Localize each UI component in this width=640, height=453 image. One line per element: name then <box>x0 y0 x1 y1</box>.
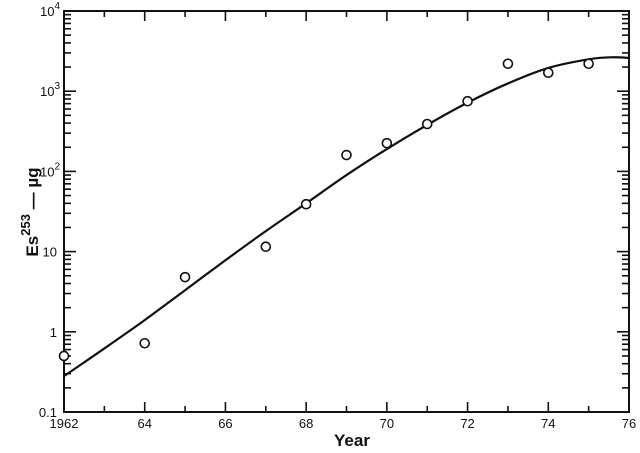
x-tick-label: 76 <box>622 416 636 431</box>
data-point <box>139 337 151 349</box>
x-tick-label: 66 <box>218 416 232 431</box>
data-point <box>341 149 352 161</box>
y-axis-title: Es253 — µg <box>18 167 42 256</box>
y-tick-label: 0.1 <box>39 405 57 420</box>
y-axis-title-base: Es <box>23 236 42 257</box>
data-point <box>381 137 393 149</box>
fitted-curve <box>63 56 630 378</box>
data-point <box>502 58 514 70</box>
x-tick-label: 70 <box>380 416 394 431</box>
x-tick-label: 68 <box>299 416 313 431</box>
data-point <box>583 58 594 70</box>
y-axis-title-rest: — µg <box>23 167 42 214</box>
x-tick-label: 72 <box>460 416 474 431</box>
x-axis-title: Year <box>334 431 370 450</box>
y-tick-labels: 0.1 1 10 102 103 104 <box>39 1 61 420</box>
data-point <box>179 271 191 283</box>
data-point <box>462 95 473 107</box>
x-tick-label: 74 <box>541 416 555 431</box>
x-tick-label: 64 <box>137 416 151 431</box>
y-axis-title-sup: 253 <box>18 214 33 236</box>
data-point <box>260 241 272 253</box>
data-points <box>58 58 594 362</box>
axis-ticks <box>64 11 629 412</box>
data-point <box>421 118 433 130</box>
x-tick-labels: 1962 64 66 68 70 72 74 76 <box>50 416 637 431</box>
x-tick-label: 1962 <box>50 416 79 431</box>
y-tick-label: 1 <box>50 325 57 340</box>
data-point <box>300 198 312 210</box>
y-tick-label: 10 <box>43 245 57 260</box>
data-point <box>542 67 554 79</box>
y-tick-label: 103 <box>40 81 60 99</box>
y-tick-label: 104 <box>40 1 60 19</box>
y-tick-label: 102 <box>40 161 60 179</box>
data-point <box>58 350 70 362</box>
